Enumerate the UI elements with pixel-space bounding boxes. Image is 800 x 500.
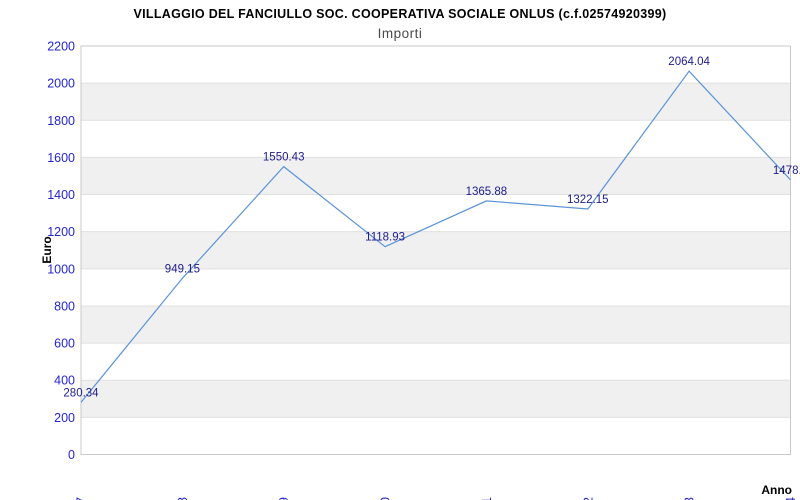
x-axis-name: Anno	[761, 483, 792, 497]
y-tick-label: 2000	[47, 77, 75, 91]
y-tick-label: 600	[54, 337, 75, 351]
point-label: 1365.88	[466, 186, 508, 198]
y-tick-label: 1800	[47, 114, 75, 128]
x-tick-label: 2017	[75, 497, 89, 500]
y-tick-label: 1400	[47, 188, 75, 202]
y-tick-label: 200	[54, 411, 75, 425]
y-tick-label: 1600	[47, 151, 75, 165]
y-tick-label: 400	[54, 374, 75, 388]
data-line	[80, 70, 791, 403]
plot-frame	[80, 45, 791, 455]
x-tick-label: 2019	[277, 497, 291, 500]
chart-subtitle: Importi	[377, 26, 423, 41]
plot-band	[81, 305, 791, 344]
x-tick-label: 2018	[176, 497, 190, 500]
plot-band	[81, 380, 791, 418]
x-tick-label: 2021	[480, 497, 494, 500]
point-label: 1118.93	[365, 232, 405, 244]
point-label: 1550.43	[263, 152, 305, 164]
plot-band	[81, 83, 791, 121]
point-label: 1322.15	[567, 194, 609, 206]
y-tick-label: 1000	[47, 262, 75, 276]
point-label: 280.34	[63, 387, 99, 399]
y-tick-label: 1200	[47, 225, 75, 239]
plot-band	[81, 157, 791, 195]
chart-title: VILLAGGIO DEL FANCIULLO SOC. COOPERATIVA…	[133, 7, 667, 21]
point-label: 949.15	[165, 263, 200, 275]
y-tick-label: 0	[68, 448, 75, 462]
plot-band	[81, 231, 791, 269]
x-tick-label: 2020	[379, 497, 393, 500]
x-tick-label: 2024	[784, 497, 798, 500]
y-axis-name: Euro	[40, 236, 54, 263]
x-tick-label: 2023	[683, 497, 697, 500]
y-tick-label: 800	[54, 300, 75, 314]
point-label: 1478.7	[773, 165, 800, 177]
x-tick-label: 2022	[581, 497, 595, 500]
y-tick-label: 2200	[47, 40, 75, 54]
point-label: 2064.04	[668, 56, 710, 68]
